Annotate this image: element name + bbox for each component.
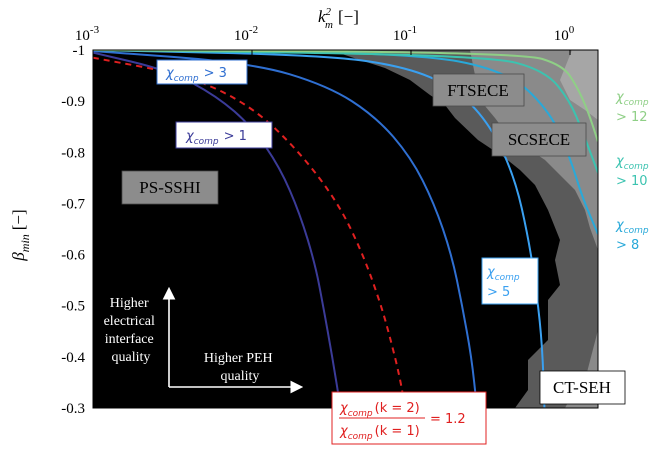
svg-text:SCSECE: SCSECE (508, 130, 570, 149)
svg-text:> 5: > 5 (487, 285, 510, 300)
svg-text:χcomp> 3: χcomp > 3 (165, 66, 227, 84)
region-label-scsece: SCSECE (491, 122, 587, 157)
curve-c12 (93, 50, 598, 144)
annotation-c12: χcomp > 12 (600, 82, 656, 126)
svg-text:χcomp: χcomp (486, 265, 520, 283)
quality-arrows: Higher electrical interface quality High… (104, 286, 304, 394)
x-tick-label-2: 10-1 (393, 24, 417, 44)
svg-text:χcomp(k = 2): χcomp (k = 2) (339, 401, 420, 419)
y-axis-title: βmin[−] (9, 209, 32, 261)
y-tick-label-6: -0.4 (61, 350, 85, 366)
svg-text:χcomp: χcomp (615, 90, 649, 108)
annotation-c1: χcomp > 1 (175, 121, 273, 149)
annotation-c10: χcomp > 10 (600, 147, 656, 191)
svg-text:CT-SEH: CT-SEH (553, 378, 611, 397)
arrow-horizontal-label: Higher PEH quality (204, 351, 276, 384)
x-tick-label-3: 100 (554, 24, 575, 44)
svg-text:PS-SSHI: PS-SSHI (139, 178, 201, 197)
y-tick-label-1: -0.9 (61, 94, 85, 110)
svg-text:χcomp> 1: χcomp > 1 (185, 129, 247, 147)
svg-text:> 12: > 12 (616, 110, 648, 125)
region-label-ps-sshi: PS-SSHI (121, 170, 219, 205)
arrow-vertical-label: Higher electrical interface quality (104, 296, 159, 365)
svg-text:χcomp: χcomp (615, 154, 649, 172)
y-tick-label-7: -0.3 (61, 401, 85, 417)
svg-text:χcomp(k = 1): χcomp (k = 1) (339, 424, 420, 442)
x-ticks: 10-3 10-2 10-1 100 (75, 24, 575, 55)
svg-text:> 10: > 10 (616, 174, 648, 189)
annotation-c5: χcomp > 5 (481, 257, 539, 305)
svg-text:> 8: > 8 (616, 238, 639, 253)
svg-text:= 1.2: = 1.2 (430, 412, 466, 427)
annotation-ratio: χcomp (k = 2) χcomp (k = 1) = 1.2 (331, 391, 487, 445)
svg-text:FTSECE: FTSECE (447, 81, 508, 100)
region-label-ftsece: FTSECE (432, 73, 525, 107)
x-tick-label-1: 10-2 (234, 24, 258, 44)
annotation-c8: χcomp > 8 (600, 211, 656, 255)
y-tick-label-0: -1 (73, 43, 86, 59)
y-ticks: -1 -0.9 -0.8 -0.7 -0.6 -0.5 -0.4 -0.3 (61, 43, 98, 417)
x-tick-label-0: 10-3 (75, 24, 100, 44)
x-axis-title: k2 m [−] (318, 6, 359, 31)
svg-text:χcomp: χcomp (615, 218, 649, 236)
annotation-c3: χcomp > 3 (156, 59, 248, 85)
region-top-right (560, 50, 598, 120)
y-tick-label-4: -0.6 (61, 248, 85, 264)
region-label-ct-seh: CT-SEH (539, 370, 626, 405)
y-tick-label-5: -0.5 (61, 299, 85, 315)
y-tick-label-2: -0.8 (61, 145, 85, 161)
y-tick-label-3: -0.7 (61, 196, 85, 212)
